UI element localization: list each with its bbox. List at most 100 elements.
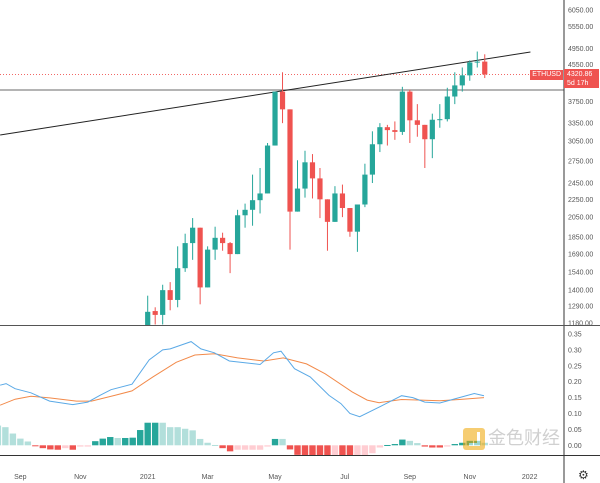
candle	[227, 242, 233, 274]
price-tick-label: 4950.00	[568, 46, 593, 53]
candle	[414, 104, 420, 137]
histogram-bar	[459, 442, 466, 446]
time-tick-label: Jul	[340, 474, 349, 481]
last-price: 4320.86	[567, 71, 593, 78]
price-tick-label: 1690.00	[568, 252, 593, 259]
time-tick-label: Sep	[14, 474, 27, 481]
price-tick-label: 2050.00	[568, 215, 593, 222]
indicator-pane[interactable]	[0, 341, 488, 468]
candle	[287, 109, 293, 250]
candle-body	[227, 243, 233, 255]
histogram-bar	[324, 445, 331, 455]
candle-body	[160, 290, 166, 315]
histogram-bar	[159, 422, 166, 446]
time-tick-label: 2021	[140, 474, 156, 481]
candle-body	[407, 91, 413, 121]
bar-countdown: 5d 17h	[567, 80, 589, 87]
time-tick-label: Nov	[464, 474, 477, 481]
price-tick-label: 3750.00	[568, 99, 593, 106]
candle-body	[414, 120, 420, 125]
histogram-bar	[376, 445, 384, 448]
candle	[294, 160, 301, 212]
histogram-bar	[129, 437, 136, 446]
histogram-bar	[354, 445, 361, 455]
histogram-bar	[346, 445, 354, 455]
candle	[190, 218, 196, 260]
candle	[145, 295, 151, 325]
candle-body	[197, 227, 203, 288]
candle-body	[190, 227, 196, 244]
histogram-bar	[47, 445, 54, 450]
candle-body	[212, 237, 218, 250]
histogram-bar	[69, 445, 76, 450]
histogram-bar	[286, 445, 294, 450]
histogram-bar	[9, 433, 17, 446]
histogram-bar	[451, 444, 458, 446]
price-tick-label: 2250.00	[568, 197, 593, 204]
candle-body	[287, 109, 293, 212]
candles-pane[interactable]	[0, 51, 564, 328]
histogram-bar	[234, 445, 241, 450]
trendline	[0, 51, 531, 136]
price-tick-label: 5550.00	[568, 24, 593, 31]
candle-body	[145, 311, 151, 325]
time-tick-label: Sep	[404, 474, 417, 481]
candle	[392, 121, 398, 140]
histogram-bar	[226, 445, 234, 452]
time-tick-label: May	[268, 474, 282, 481]
candle	[220, 232, 226, 251]
histogram-bar	[316, 445, 324, 455]
candle-body	[249, 200, 256, 210]
candle	[309, 154, 316, 199]
candle	[205, 246, 211, 288]
fast-line	[0, 341, 485, 418]
histogram-bar	[0, 425, 2, 446]
time-tick-label: Nov	[74, 474, 87, 481]
candle-body	[369, 144, 375, 175]
histogram-bar	[399, 439, 406, 446]
candle-body	[317, 178, 323, 200]
candle-body	[384, 127, 390, 131]
histogram-bar	[189, 430, 196, 446]
candle-body	[467, 62, 473, 76]
histogram-bar	[271, 438, 279, 446]
price-tick-label: 2750.00	[568, 158, 593, 165]
candle-body	[437, 119, 443, 121]
histogram-bar	[384, 444, 391, 446]
histogram-bar	[406, 440, 414, 446]
candle-body	[474, 61, 480, 63]
candle-body	[272, 91, 278, 146]
candle-body	[205, 249, 211, 288]
histogram-bar	[361, 445, 369, 455]
candle-body	[482, 61, 488, 75]
histogram-bar	[39, 445, 47, 449]
settings-gear-icon[interactable]: ⚙	[578, 468, 589, 482]
candle	[160, 284, 166, 325]
candle-body	[452, 85, 458, 97]
candle	[347, 208, 353, 237]
candle-body	[429, 119, 435, 140]
indicator-tick-label: 0.20	[568, 379, 582, 386]
candle	[444, 87, 450, 122]
price-tick-label: 1400.00	[568, 288, 593, 295]
histogram-bar	[219, 445, 226, 449]
candle	[482, 54, 488, 79]
symbol-tag: ETHUSD	[530, 70, 563, 80]
candle-body	[399, 91, 405, 132]
time-tick-label: Mar	[202, 474, 215, 481]
candle	[167, 282, 173, 311]
histogram-bar	[331, 445, 339, 455]
histogram-bar	[32, 445, 39, 447]
candle	[384, 124, 390, 146]
candle	[399, 86, 405, 135]
candle	[362, 163, 368, 208]
candle-body	[302, 162, 308, 189]
histogram-bar	[309, 445, 316, 455]
histogram-bar	[211, 444, 219, 446]
price-tick-label: 3350.00	[568, 121, 593, 128]
candle-body	[444, 96, 450, 120]
indicator-tick-label: 0.00	[568, 443, 582, 450]
candle-body	[220, 237, 226, 244]
histogram-bar	[166, 427, 174, 446]
